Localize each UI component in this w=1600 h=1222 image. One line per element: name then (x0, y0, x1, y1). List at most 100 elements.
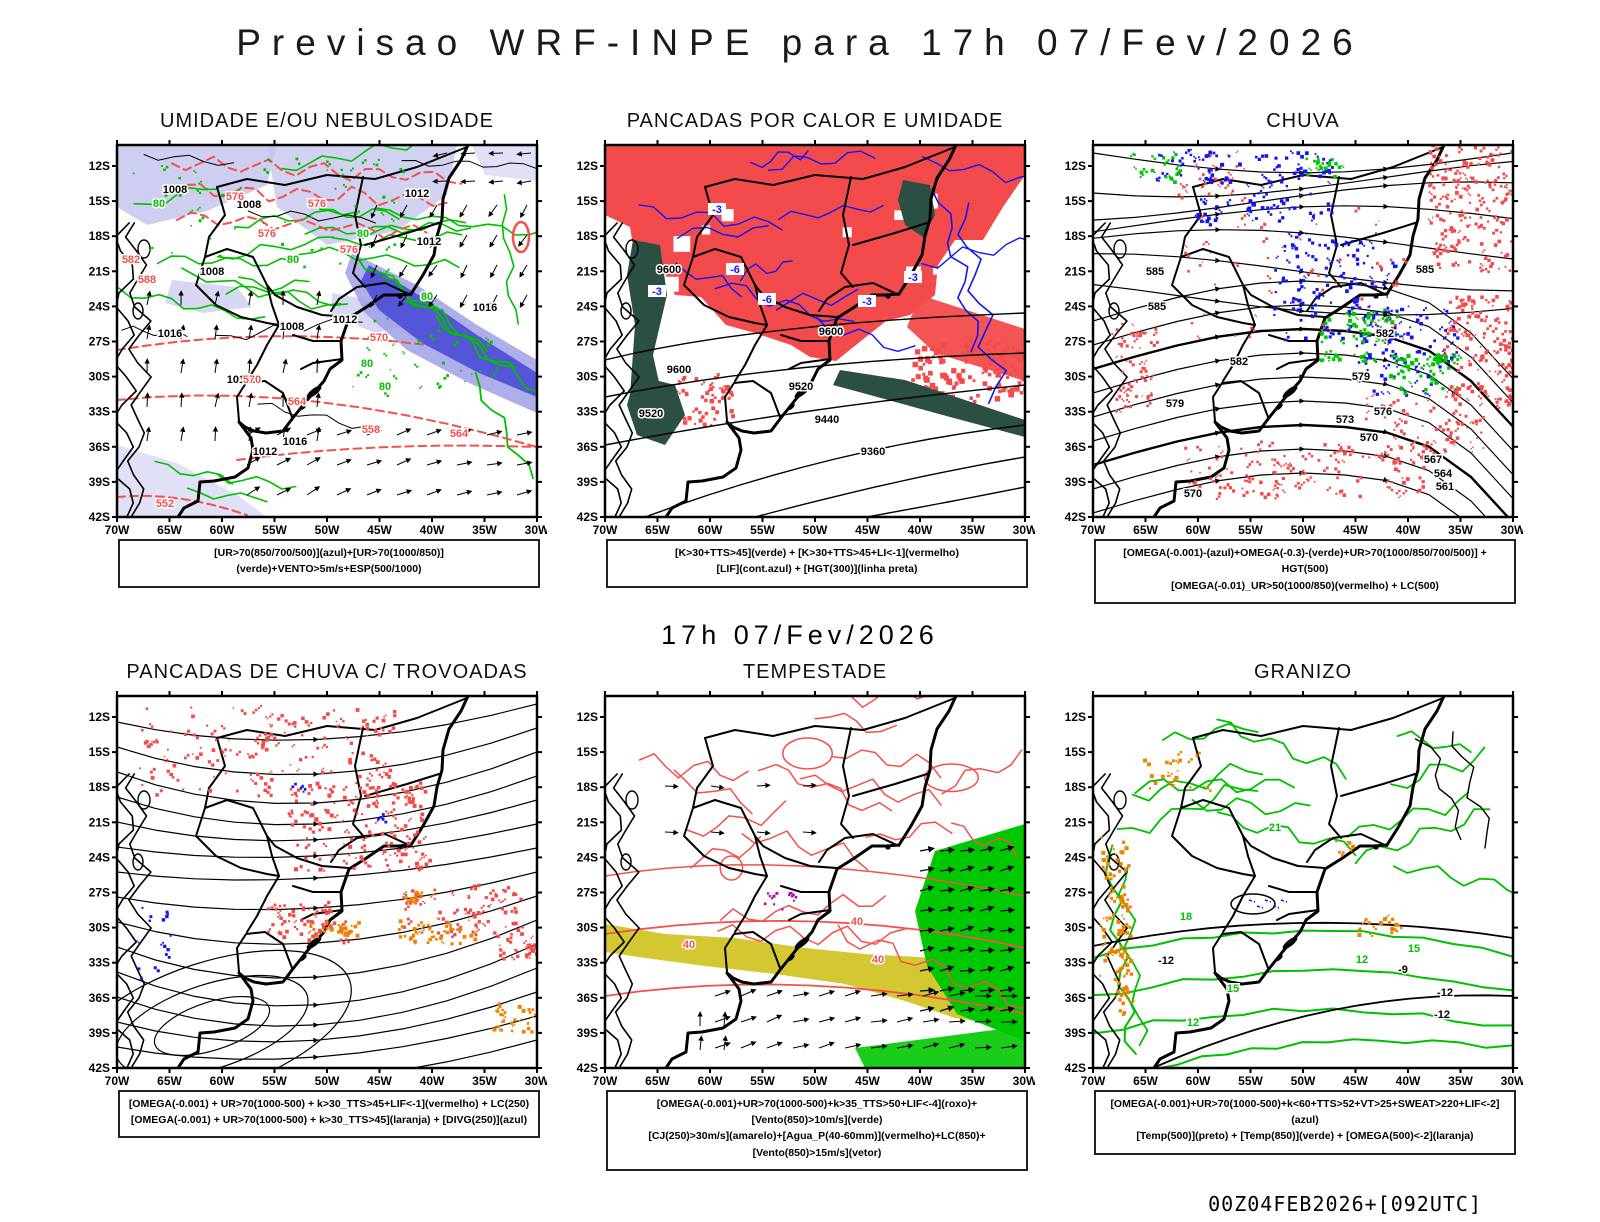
contour-label: 579 (1352, 371, 1370, 383)
contour-label: 579 (1166, 398, 1184, 410)
lon-label: 35W (960, 1074, 985, 1088)
lon-label: 30W (525, 523, 547, 537)
contour-label: 570 (370, 332, 388, 344)
contour-label: -12 (1158, 955, 1174, 967)
contour-label: -12 (1434, 1009, 1450, 1021)
caption-chuva: [OMEGA(-0.001)-(azul)+OMEGA(-0.3)-(verde… (1094, 539, 1516, 604)
lat-label: 18S (89, 229, 110, 243)
contour-label: 564 (288, 396, 307, 408)
contour-label: 570 (243, 374, 261, 386)
lat-label: 12S (89, 710, 110, 724)
contour-label: 9440 (815, 414, 839, 426)
lat-label: 18S (577, 229, 598, 243)
contour-label: 576 (258, 228, 276, 240)
panel-title-granizo: GRANIZO (1254, 661, 1352, 684)
panel-title-pancadas: PANCADAS POR CALOR E UMIDADE (627, 110, 1004, 133)
contour-label: 40 (851, 916, 863, 928)
lon-label: 60W (210, 1074, 235, 1088)
lat-label: 24S (1065, 299, 1086, 313)
contour-label: -9 (1398, 964, 1408, 976)
panel-title-chuva: CHUVA (1266, 110, 1340, 133)
lat-label: 12S (1065, 710, 1086, 724)
lat-label: 27S (1065, 335, 1086, 349)
lon-label: 60W (210, 523, 235, 537)
lon-label: 55W (1238, 1074, 1263, 1088)
contour-label: 9360 (861, 446, 885, 458)
contour-label: -3 (712, 204, 722, 216)
model-run-info: 00Z04FEB2026+[092UTC] (1208, 1192, 1482, 1216)
lat-label: 21S (89, 264, 110, 278)
lon-label: 55W (1238, 523, 1263, 537)
caption-line: [UR>70(850/700/500)](azul)+[UR>70(1000/8… (123, 545, 535, 578)
lat-label: 27S (577, 885, 598, 899)
contour-label: 573 (1336, 414, 1354, 426)
lon-label: 70W (593, 523, 618, 537)
lat-label: 15S (1065, 745, 1086, 759)
lon-label: 35W (1448, 1074, 1473, 1088)
lat-label: 27S (89, 335, 110, 349)
lat-label: 18S (1065, 229, 1086, 243)
contour-label: -6 (730, 264, 740, 276)
lat-label: 30S (1065, 370, 1086, 384)
lon-label: 40W (1396, 523, 1421, 537)
lat-label: 39S (1065, 1026, 1086, 1040)
lon-label: 30W (1013, 1074, 1035, 1088)
caption-line: [OMEGA(-0.001)+UR>70(1000-500)+k>35_TTS>… (611, 1096, 1023, 1129)
lon-label: 35W (1448, 523, 1473, 537)
lat-label: 33S (577, 405, 598, 419)
contour-label: 585 (1148, 301, 1166, 313)
lat-label: 24S (1065, 850, 1086, 864)
lat-label: 33S (1065, 955, 1086, 969)
contour-label: 1016 (473, 302, 497, 314)
contour-label: 1012 (405, 188, 429, 200)
lat-label: 24S (577, 299, 598, 313)
lon-label: 45W (367, 1074, 392, 1088)
contour-label: 585 (1146, 266, 1164, 278)
contour-label: 1012 (333, 314, 357, 326)
contour-label: 552 (156, 498, 174, 510)
lat-label: 15S (1065, 194, 1086, 208)
lon-label: 65W (645, 1074, 670, 1088)
contour-label: 588 (138, 274, 156, 286)
contour-label: 561 (1436, 481, 1454, 493)
caption-line: [K>30+TTS>45](verde) + [K>30+TTS>45+LI<-… (611, 545, 1023, 561)
contour-label: 1008 (200, 266, 224, 278)
lat-label: 36S (89, 991, 110, 1005)
lat-label: 39S (89, 1026, 110, 1040)
lat-label: 27S (577, 335, 598, 349)
contour-label: 1008 (280, 321, 304, 333)
lat-label: 30S (577, 370, 598, 384)
contour-label: 1012 (253, 446, 277, 458)
lon-label: 35W (472, 1074, 497, 1088)
contour-label: -6 (762, 294, 772, 306)
contour-label: 576 (1374, 406, 1392, 418)
lat-label: 24S (89, 299, 110, 313)
lon-label: 70W (1081, 1074, 1106, 1088)
lon-label: 45W (855, 1074, 880, 1088)
lat-label: 42S (1065, 510, 1086, 524)
lat-label: 42S (89, 510, 110, 524)
contour-label: 21 (1269, 822, 1281, 834)
lon-label: 65W (157, 1074, 182, 1088)
lon-label: 40W (420, 523, 445, 537)
lat-label: 21S (577, 264, 598, 278)
lat-label: 42S (1065, 1061, 1086, 1075)
contour-label: 576 (226, 191, 244, 203)
contour-label: 80 (361, 358, 373, 370)
lat-label: 30S (1065, 920, 1086, 934)
lon-label: 65W (645, 523, 670, 537)
contour-label: 570 (1360, 432, 1378, 444)
caption-line: [LIF](cont.azul) + [HGT(300)](linha pret… (611, 561, 1023, 577)
lon-label: 30W (525, 1074, 547, 1088)
lon-label: 55W (750, 523, 775, 537)
lat-label: 24S (577, 850, 598, 864)
lon-label: 30W (1013, 523, 1035, 537)
contour-label: 18 (1180, 911, 1192, 923)
lon-label: 50W (1291, 1074, 1316, 1088)
contour-label: 582 (122, 254, 140, 266)
lat-label: 33S (89, 405, 110, 419)
